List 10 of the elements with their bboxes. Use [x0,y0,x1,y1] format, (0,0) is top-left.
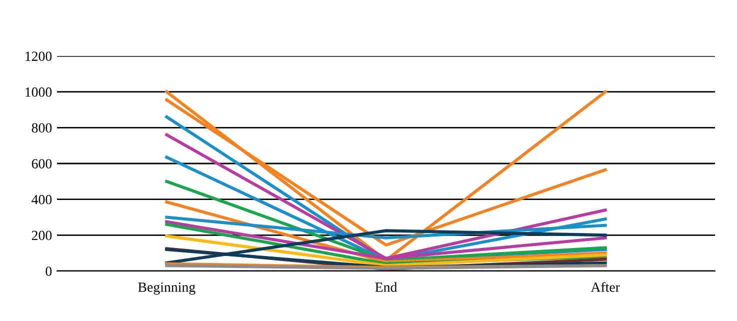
y-tick-label: 0 [46,266,52,276]
x-tick-label: Beginning [138,282,196,295]
y-tick-label: 800 [32,123,52,133]
y-tick-label: 600 [32,159,52,168]
y-tick-label: 400 [32,194,52,204]
y-tick-label: 200 [32,230,52,240]
y-tick-label: 1000 [26,87,52,97]
x-tick-label: After [590,282,620,292]
x-tick-label: End [375,282,398,292]
y-tick-label: 1200 [26,52,52,61]
